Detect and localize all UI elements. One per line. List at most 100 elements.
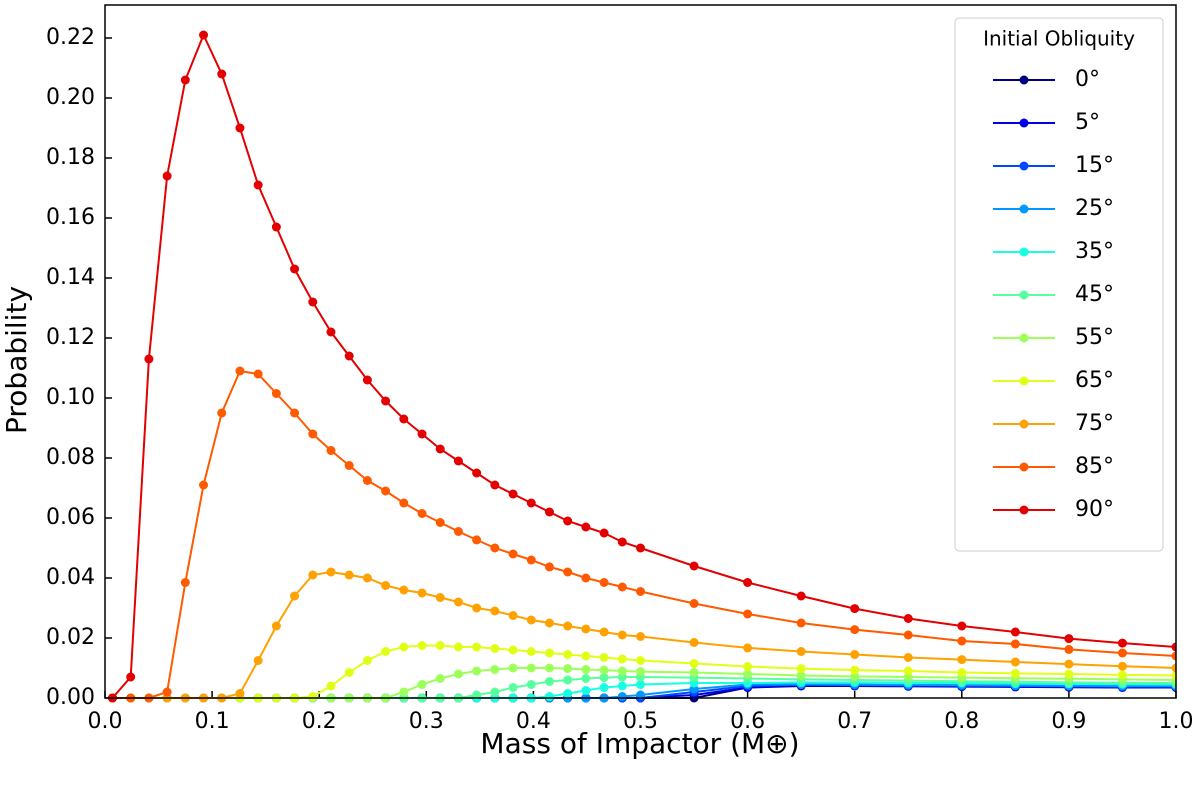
data-point bbox=[308, 692, 318, 701]
data-point bbox=[796, 591, 806, 601]
data-point bbox=[1064, 659, 1074, 669]
data-point bbox=[903, 653, 913, 662]
data-point bbox=[581, 522, 591, 532]
data-point bbox=[1171, 663, 1176, 673]
data-point bbox=[957, 636, 967, 646]
legend-marker bbox=[1019, 204, 1029, 214]
data-point bbox=[472, 535, 482, 545]
data-point bbox=[399, 498, 409, 508]
data-point bbox=[957, 621, 967, 631]
data-point bbox=[544, 618, 554, 628]
data-point bbox=[617, 681, 627, 691]
data-point bbox=[689, 599, 699, 608]
x-tick-label: 0.3 bbox=[409, 709, 444, 734]
data-point bbox=[526, 647, 536, 656]
data-point bbox=[544, 692, 554, 701]
data-point bbox=[743, 609, 753, 619]
data-point bbox=[581, 651, 591, 661]
data-point bbox=[581, 665, 591, 674]
data-point bbox=[599, 673, 609, 683]
data-point bbox=[581, 624, 591, 634]
data-point bbox=[362, 375, 372, 385]
x-tick-label: 0.2 bbox=[302, 709, 337, 734]
legend-title: Initial Obliquity bbox=[983, 27, 1135, 51]
y-tick-label: 0.14 bbox=[46, 265, 95, 290]
data-point bbox=[563, 689, 573, 698]
y-tick-label: 0.22 bbox=[46, 25, 95, 50]
data-point bbox=[526, 663, 536, 673]
legend-marker bbox=[1019, 290, 1029, 300]
y-tick-label: 0.10 bbox=[46, 385, 95, 410]
data-point bbox=[1010, 639, 1020, 649]
data-point bbox=[508, 489, 518, 499]
data-point bbox=[472, 468, 482, 478]
data-point bbox=[472, 666, 482, 676]
legend-label: 65° bbox=[1075, 368, 1114, 393]
data-point bbox=[617, 654, 627, 664]
data-point bbox=[326, 681, 336, 691]
data-point bbox=[217, 69, 227, 79]
data-point bbox=[1064, 669, 1074, 679]
series-line bbox=[112, 570, 1176, 699]
data-point bbox=[199, 480, 209, 490]
data-point bbox=[399, 687, 409, 697]
data-point bbox=[743, 578, 753, 587]
data-point bbox=[308, 297, 318, 307]
data-point bbox=[326, 327, 336, 337]
data-point bbox=[1117, 648, 1127, 658]
data-point bbox=[1064, 634, 1074, 644]
data-point bbox=[290, 264, 300, 274]
data-point bbox=[1010, 627, 1020, 637]
data-point bbox=[563, 516, 573, 526]
data-point bbox=[199, 30, 209, 40]
data-point bbox=[743, 669, 753, 679]
data-point bbox=[796, 618, 806, 628]
data-point bbox=[417, 588, 427, 598]
y-tick-label: 0.02 bbox=[46, 625, 95, 650]
data-point bbox=[399, 414, 409, 424]
data-point bbox=[850, 665, 860, 675]
data-point bbox=[472, 642, 482, 652]
data-point bbox=[308, 429, 318, 439]
data-point bbox=[490, 687, 500, 697]
data-point bbox=[490, 543, 500, 553]
data-point bbox=[362, 573, 372, 583]
data-point bbox=[581, 674, 591, 683]
data-point bbox=[381, 486, 391, 496]
data-point bbox=[743, 662, 753, 671]
data-point bbox=[180, 75, 190, 85]
data-point bbox=[544, 663, 554, 673]
data-point bbox=[617, 692, 627, 701]
x-tick-label: 0.4 bbox=[516, 709, 551, 734]
data-point bbox=[1171, 651, 1176, 661]
data-point bbox=[235, 689, 245, 698]
data-point bbox=[417, 509, 427, 518]
data-point bbox=[850, 671, 860, 681]
data-point bbox=[508, 663, 518, 673]
data-point bbox=[453, 597, 463, 607]
y-axis-label: Probability bbox=[0, 286, 33, 434]
data-point bbox=[290, 408, 300, 418]
data-point bbox=[903, 666, 913, 676]
x-tick-label: 0.0 bbox=[88, 709, 123, 734]
data-point bbox=[235, 123, 245, 133]
data-point bbox=[544, 562, 554, 572]
data-point bbox=[399, 585, 409, 595]
data-point bbox=[544, 648, 554, 658]
data-point bbox=[636, 680, 645, 689]
data-point bbox=[796, 647, 806, 656]
y-tick-label: 0.06 bbox=[46, 505, 95, 530]
data-point bbox=[796, 671, 806, 680]
data-point bbox=[581, 686, 591, 695]
y-tick-label: 0.08 bbox=[46, 445, 95, 470]
x-tick-label: 0.8 bbox=[944, 709, 979, 734]
data-point bbox=[253, 369, 263, 379]
data-point bbox=[271, 621, 281, 631]
data-point bbox=[381, 396, 391, 406]
data-point bbox=[563, 621, 573, 631]
data-point bbox=[617, 582, 627, 592]
data-point bbox=[617, 537, 627, 547]
data-point bbox=[903, 630, 913, 640]
data-point bbox=[636, 656, 645, 665]
plot-frame bbox=[104, 4, 1177, 699]
